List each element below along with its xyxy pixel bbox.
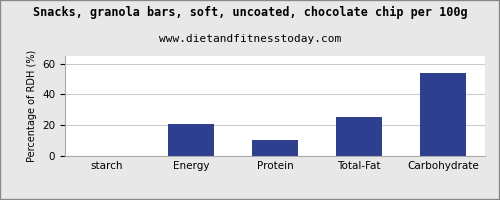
- Y-axis label: Percentage of RDH (%): Percentage of RDH (%): [26, 50, 36, 162]
- Bar: [252, 140, 298, 156]
- Bar: [168, 124, 214, 156]
- Text: www.dietandfitnesstoday.com: www.dietandfitnesstoday.com: [159, 34, 341, 44]
- Bar: [336, 117, 382, 156]
- Bar: [420, 73, 466, 156]
- Text: Snacks, granola bars, soft, uncoated, chocolate chip per 100g: Snacks, granola bars, soft, uncoated, ch…: [32, 6, 468, 19]
